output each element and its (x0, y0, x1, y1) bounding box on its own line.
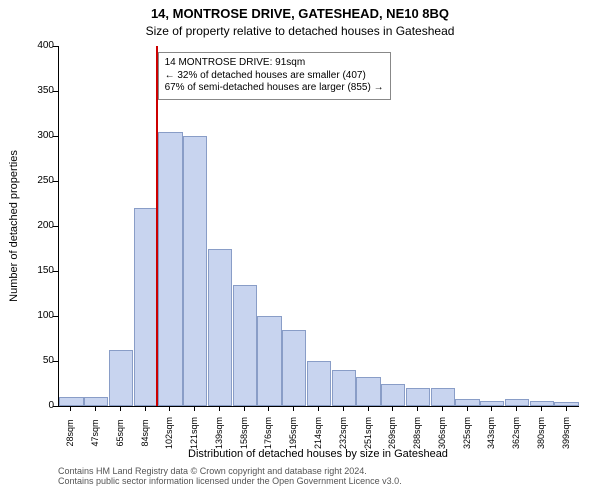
annotation-line: 67% of semi-detached houses are larger (… (165, 82, 384, 95)
histogram-bar (530, 401, 554, 406)
x-tick-label: 325sqm (462, 413, 472, 453)
x-tick-label: 214sqm (313, 413, 323, 453)
histogram-bar (109, 350, 133, 406)
x-tick-label: 380sqm (536, 413, 546, 453)
x-tick-label: 139sqm (214, 413, 224, 453)
x-tick-label: 343sqm (486, 413, 496, 453)
histogram-bar (332, 370, 356, 406)
x-tick-label: 251sqm (363, 413, 373, 453)
histogram-bar (554, 402, 578, 407)
chart-subtitle: Size of property relative to detached ho… (0, 24, 600, 38)
x-tick-label: 121sqm (189, 413, 199, 453)
annotation-box: 14 MONTROSE DRIVE: 91sqm← 32% of detache… (158, 52, 391, 100)
histogram-bar (208, 249, 232, 407)
x-tick-label: 65sqm (115, 413, 125, 453)
x-tick-label: 306sqm (437, 413, 447, 453)
y-tick-label: 200 (24, 220, 54, 231)
x-tick-label: 84sqm (140, 413, 150, 453)
attribution-line: Contains HM Land Registry data © Crown c… (58, 466, 578, 476)
x-tick-label: 158sqm (239, 413, 249, 453)
histogram-bar (134, 208, 158, 406)
histogram-bar (158, 132, 182, 407)
histogram-bar (406, 388, 430, 406)
y-tick-label: 0 (24, 400, 54, 411)
histogram-bar (356, 377, 380, 406)
chart-container: 14, MONTROSE DRIVE, GATESHEAD, NE10 8BQ … (0, 0, 600, 500)
y-tick-label: 350 (24, 85, 54, 96)
y-tick-label: 250 (24, 175, 54, 186)
y-axis-label: Number of detached properties (6, 46, 22, 406)
attribution-line: Contains public sector information licen… (58, 476, 578, 486)
x-tick-label: 232sqm (338, 413, 348, 453)
annotation-line: 14 MONTROSE DRIVE: 91sqm (165, 57, 384, 70)
histogram-bar (257, 316, 281, 406)
histogram-bar (455, 399, 479, 406)
histogram-bar (59, 397, 83, 406)
x-tick-label: 176sqm (263, 413, 273, 453)
histogram-bar (431, 388, 455, 406)
x-tick-label: 399sqm (561, 413, 571, 453)
histogram-bar (505, 399, 529, 406)
x-tick-label: 28sqm (65, 413, 75, 453)
attribution-text: Contains HM Land Registry data © Crown c… (58, 466, 578, 486)
address-title: 14, MONTROSE DRIVE, GATESHEAD, NE10 8BQ (0, 6, 600, 21)
histogram-bar (307, 361, 331, 406)
histogram-bar (183, 136, 207, 406)
y-tick-label: 50 (24, 355, 54, 366)
x-axis-label: Distribution of detached houses by size … (58, 448, 578, 460)
x-tick-label: 362sqm (511, 413, 521, 453)
annotation-line: ← 32% of detached houses are smaller (40… (165, 70, 384, 83)
x-tick-label: 102sqm (164, 413, 174, 453)
histogram-bar (282, 330, 306, 407)
x-tick-label: 195sqm (288, 413, 298, 453)
histogram-bar (233, 285, 257, 407)
plot-area: 14 MONTROSE DRIVE: 91sqm← 32% of detache… (58, 46, 579, 407)
histogram-bar (84, 397, 108, 406)
x-tick-label: 288sqm (412, 413, 422, 453)
x-tick-label: 47sqm (90, 413, 100, 453)
y-tick-label: 300 (24, 130, 54, 141)
histogram-bar (381, 384, 405, 407)
marker-line (156, 46, 158, 406)
y-tick-label: 400 (24, 40, 54, 51)
y-tick-label: 100 (24, 310, 54, 321)
y-tick-label: 150 (24, 265, 54, 276)
x-tick-label: 269sqm (387, 413, 397, 453)
